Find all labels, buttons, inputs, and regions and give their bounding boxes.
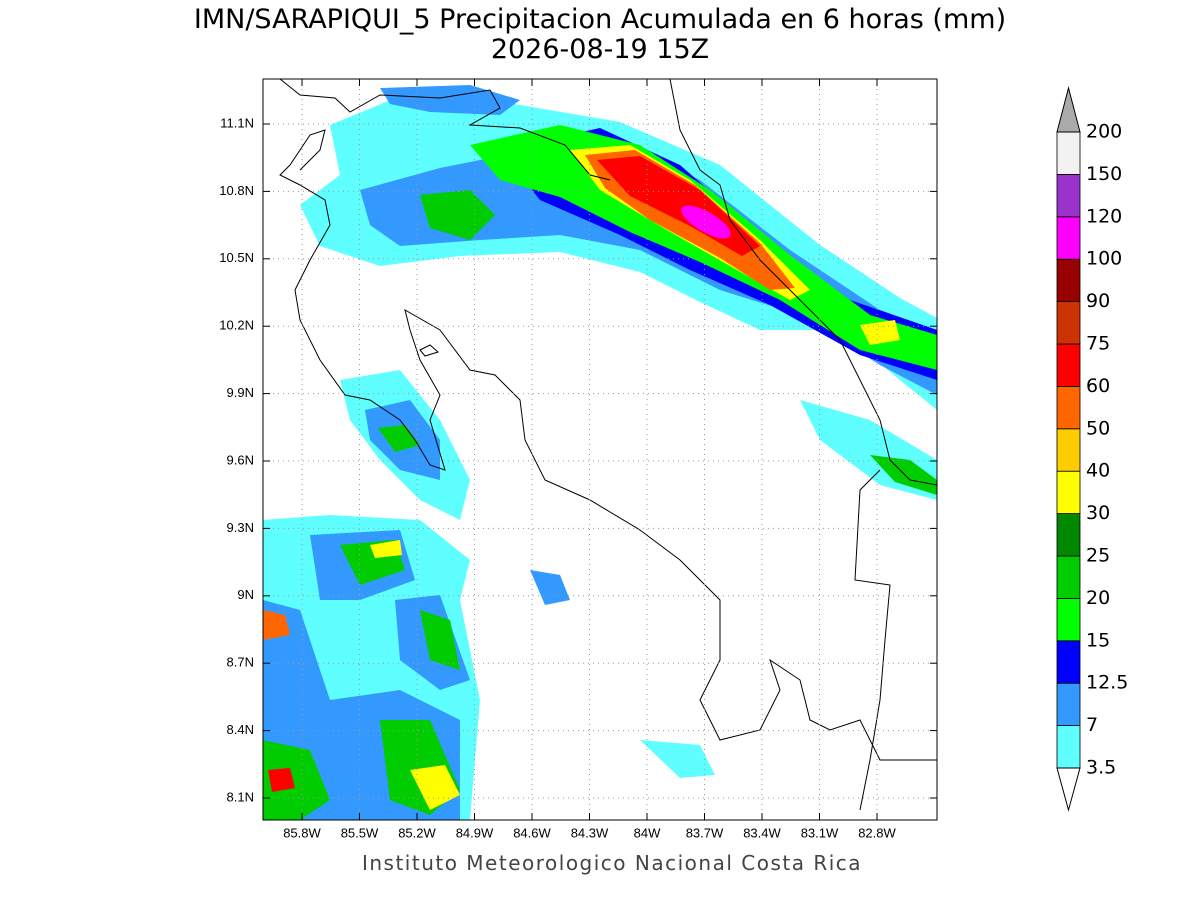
colorbar-label: 12.5: [1086, 672, 1128, 694]
precip-field: [263, 85, 937, 820]
lat-label: 9N: [237, 587, 254, 602]
colorbar-label: 200: [1086, 121, 1122, 143]
lat-label: 9.9N: [227, 385, 254, 400]
colorbar-label: 60: [1086, 375, 1110, 397]
colorbar-segment: [1056, 385, 1081, 430]
coastline: [669, 79, 937, 486]
colorbar-segment: [1056, 428, 1081, 472]
coastlines: [279, 79, 937, 811]
precip-area: [263, 740, 330, 820]
colorbar-label: 25: [1086, 545, 1110, 567]
lon-label: 83.4W: [743, 825, 781, 840]
colorbar-segment: [1056, 343, 1081, 387]
lon-label: 85.2W: [398, 825, 436, 840]
lon-label: 85.5W: [341, 825, 379, 840]
colorbar-label: 150: [1086, 163, 1122, 185]
precip-area: [420, 610, 460, 670]
colorbar-label: 3.5: [1086, 757, 1116, 779]
precip-area: [410, 765, 460, 810]
colorbar-segment: [1056, 131, 1081, 175]
lat-label: 10.8N: [219, 183, 254, 198]
colorbar-segment: [1056, 598, 1081, 642]
grid: [263, 79, 937, 820]
colorbar-segment: [1056, 470, 1081, 515]
precip-area: [268, 768, 295, 792]
lat-label: 8.1N: [227, 789, 254, 804]
colorbar-label: 75: [1086, 333, 1110, 355]
colorbar-segment: [1056, 513, 1081, 557]
precip-area: [681, 205, 731, 239]
colorbar-label: 20: [1086, 587, 1110, 609]
colorbar-label: 50: [1086, 417, 1110, 439]
precip-area: [530, 570, 570, 605]
lon-label: 84.9W: [456, 825, 494, 840]
colorbar-label: 7: [1086, 714, 1098, 736]
lon-label: 84W: [634, 825, 661, 840]
colorbar-label: 40: [1086, 460, 1110, 482]
colorbar-segment: [1056, 682, 1081, 727]
precip-area: [860, 320, 900, 345]
colorbar-segment: [1056, 725, 1081, 769]
coastline: [279, 79, 611, 181]
colorbar-segment: [1056, 173, 1081, 218]
coastline: [279, 129, 937, 761]
colorbar-segment: [1056, 301, 1081, 345]
lon-label: 84.6W: [513, 825, 551, 840]
colorbar-over: [1056, 86, 1081, 133]
lat-label: 8.4N: [227, 722, 254, 737]
lat-label: 10.5N: [219, 250, 254, 265]
lon-label: 83.1W: [801, 825, 839, 840]
precip-area: [300, 88, 937, 410]
lon-label: 84.3W: [571, 825, 609, 840]
lon-label: 85.8W: [283, 825, 321, 840]
colorbar-segment: [1056, 555, 1081, 599]
precip-area: [870, 455, 937, 495]
colorbar-label: 30: [1086, 502, 1110, 524]
title: IMN/SARAPIQUI_5 Precipitacion Acumulada …: [194, 4, 1006, 35]
colorbar: 3.5 7 12.5 15 20 25 30 40 50 60 75 90 100 120 150 200: [1056, 86, 1128, 812]
precip-area: [640, 740, 715, 778]
lon-label: 82.8W: [858, 825, 896, 840]
precip-area: [420, 190, 495, 240]
lat-label: 9.6N: [227, 452, 254, 467]
colorbar-label: 120: [1086, 205, 1122, 227]
map-frame: [262, 78, 938, 821]
colorbar-label: 100: [1086, 248, 1122, 270]
lat-label: 11.1N: [220, 115, 254, 130]
lon-label: 83.7W: [686, 825, 724, 840]
lat-label: 8.7N: [227, 655, 254, 670]
coastline: [854, 469, 891, 811]
precip-area: [380, 85, 520, 115]
colorbar-segment: [1056, 640, 1081, 684]
precip-area: [360, 140, 937, 395]
colorbar-under: [1056, 767, 1081, 812]
colorbar-segment: [1056, 216, 1081, 260]
coastline: [419, 344, 440, 357]
precip-area: [370, 540, 402, 558]
subtitle: 2026-08-19 15Z: [491, 34, 709, 65]
colorbar-segment: [1056, 258, 1081, 303]
precip-area: [378, 425, 420, 452]
colorbar-label: 90: [1086, 290, 1110, 312]
lat-label: 9.3N: [227, 520, 254, 535]
footer: Instituto Meteorologico Nacional Costa R…: [362, 851, 862, 875]
lat-label: 10.2N: [219, 318, 254, 333]
colorbar-label: 15: [1086, 629, 1110, 651]
precip-area: [263, 610, 290, 640]
